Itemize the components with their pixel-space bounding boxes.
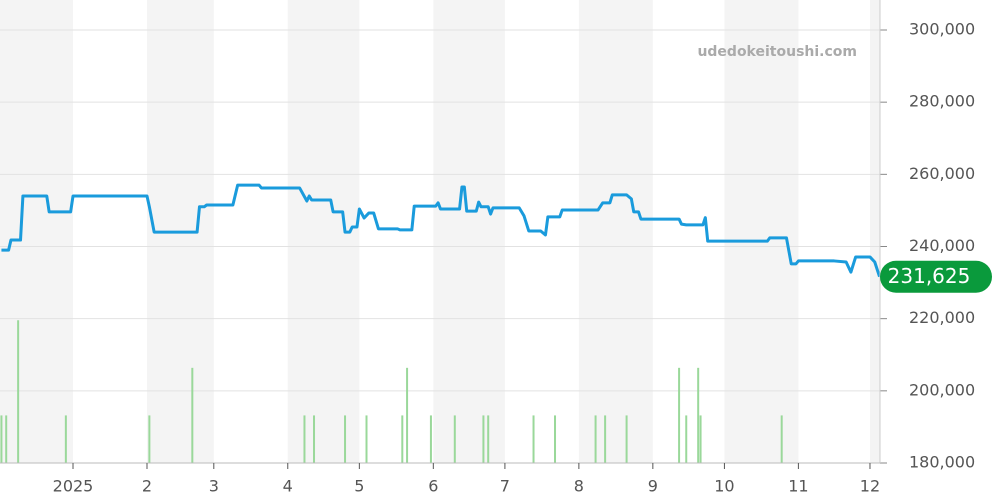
x-tick-label: 12 <box>860 477 880 496</box>
volume-bar <box>406 367 409 463</box>
volume-bar <box>401 415 404 463</box>
marks <box>0 183 881 463</box>
month-band <box>578 0 653 463</box>
x-tick-label: 7 <box>500 477 510 496</box>
watermark: udedokeitoushi.com <box>697 44 857 60</box>
volume-bar <box>780 415 783 463</box>
y-tick-label: 200,000 <box>909 380 975 399</box>
x-tick-label: 3 <box>209 477 219 496</box>
y-tick-label: 220,000 <box>909 308 975 327</box>
volume-bar <box>487 415 490 463</box>
month-bands <box>0 0 880 463</box>
x-tick-label: 4 <box>283 477 293 496</box>
x-tick-label: 6 <box>428 477 438 496</box>
volume-bar <box>685 415 688 463</box>
volume-bar <box>5 415 8 463</box>
y-tick-label: 260,000 <box>909 164 975 183</box>
volume-bar <box>313 415 316 463</box>
volume-bar <box>365 415 368 463</box>
x-tick-label: 2025 <box>53 477 94 496</box>
last-price-badge <box>880 260 992 293</box>
volume-bar <box>453 415 456 463</box>
volume-bar <box>532 415 535 463</box>
volume-bar <box>678 367 681 463</box>
volume-bar <box>482 415 485 463</box>
volume-bar <box>554 415 557 463</box>
last-price-label: 231,625 <box>888 264 971 288</box>
x-tick-label: 5 <box>354 477 364 496</box>
month-band <box>724 0 799 463</box>
month-band <box>0 0 74 463</box>
y-tick-label: 180,000 <box>909 453 975 472</box>
volume-bar <box>604 415 607 463</box>
y-tick-label: 300,000 <box>909 20 975 39</box>
volume-bar <box>697 367 700 463</box>
volume-bar <box>303 415 306 463</box>
volume-bar <box>0 415 3 463</box>
volume-bar <box>191 367 194 463</box>
price-line <box>1 183 881 278</box>
volume-bar <box>148 415 151 463</box>
volume-bar <box>17 320 20 463</box>
volume-bar <box>64 415 67 463</box>
volume-bar <box>429 415 432 463</box>
y-tick-label: 280,000 <box>909 92 975 111</box>
month-band <box>869 0 880 463</box>
x-tick-label: 10 <box>714 477 734 496</box>
x-tick-label: 9 <box>648 477 658 496</box>
x-tick-label: 8 <box>574 477 584 496</box>
volume-bar <box>344 415 347 463</box>
volume-bar <box>594 415 597 463</box>
volume-bar <box>625 415 628 463</box>
volume-bar <box>699 415 702 463</box>
month-band <box>433 0 505 463</box>
x-tick-label: 11 <box>788 477 808 496</box>
y-tick-label: 240,000 <box>909 236 975 255</box>
x-tick-label: 2 <box>142 477 152 496</box>
